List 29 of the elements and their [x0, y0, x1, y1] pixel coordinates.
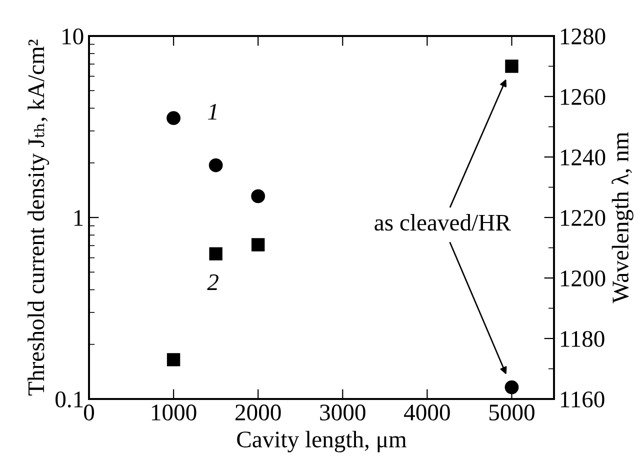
y2-tick-label: 1240 — [560, 149, 606, 166]
point — [504, 380, 519, 394]
point — [251, 189, 266, 204]
y-tick-label: 1 — [74, 210, 83, 226]
point — [209, 247, 222, 260]
point — [251, 238, 265, 252]
annotation: as cleaved/HR — [374, 214, 511, 231]
series-label: 1 — [208, 104, 216, 120]
x-tick-label: 4000 — [404, 404, 450, 420]
x-axis-title: Cavity length, μm — [237, 430, 406, 452]
y2-tick-label: 1180 — [560, 330, 604, 347]
point — [208, 158, 223, 172]
x-tick-label: 5000 — [489, 404, 534, 420]
x-tick-label: 1000 — [152, 404, 196, 420]
y-tick-label: 10 — [62, 28, 84, 44]
y2-tick-label: 1160 — [560, 391, 604, 408]
point — [166, 111, 180, 126]
x-tick-label: 2000 — [236, 404, 281, 420]
y2-axis-title: Wavelength λ, nm — [612, 132, 634, 304]
x-tick-label: 0 — [84, 404, 94, 420]
x-tick-label: 3000 — [320, 404, 366, 420]
y-axis-title: Threshold current density Jₜₕ, kA/cm² — [28, 40, 50, 396]
y2-tick-label: 1200 — [560, 270, 606, 286]
point — [505, 60, 518, 73]
y-tick-label: 0.1 — [56, 391, 83, 408]
y2-tick-label: 1260 — [560, 88, 606, 105]
y2-tick-label: 1280 — [560, 28, 606, 44]
series-label: 2 — [207, 274, 218, 290]
y2-tick-label: 1220 — [560, 210, 606, 226]
